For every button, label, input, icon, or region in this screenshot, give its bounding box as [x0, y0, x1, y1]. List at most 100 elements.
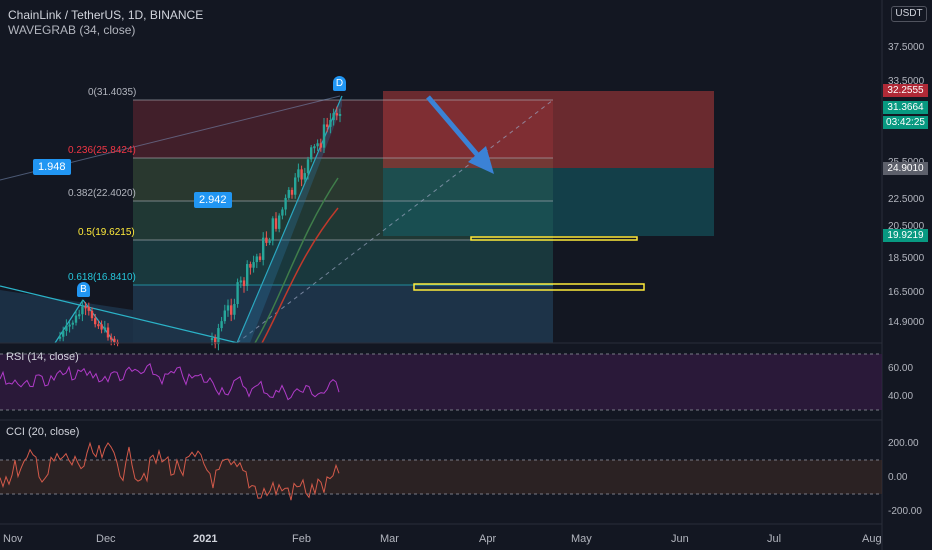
rsi-legend[interactable]: RSI (14, close): [6, 351, 79, 363]
candle: [326, 124, 329, 127]
candle: [106, 327, 110, 338]
candle: [223, 310, 226, 322]
wave-label-d[interactable]: D: [333, 76, 346, 91]
fib-label-05: 0.5(19.6215): [78, 227, 135, 238]
time-label: May: [571, 533, 592, 545]
candle: [262, 237, 265, 260]
highlight-box-1[interactable]: [470, 236, 638, 241]
candle: [84, 306, 87, 309]
ratio-label-mid[interactable]: 2.942: [194, 192, 232, 208]
candle: [271, 218, 274, 241]
candle: [249, 264, 252, 268]
price-badge-high: 32.2555: [883, 84, 928, 97]
time-label: Dec: [96, 533, 116, 545]
candle: [303, 173, 306, 180]
candle: [210, 338, 214, 341]
candle: [278, 215, 281, 229]
cci-legend[interactable]: CCI (20, close): [6, 426, 80, 438]
candle: [252, 262, 255, 268]
candle: [322, 124, 326, 148]
candle: [81, 306, 84, 315]
rsi-tick: 40.00: [888, 391, 914, 402]
fib-label-0236: 0.236(25.8424): [68, 145, 136, 156]
cci-tick: 0.00: [888, 472, 908, 483]
candle: [103, 327, 106, 330]
time-label: 2021: [193, 533, 218, 545]
candle: [310, 147, 313, 160]
price-badge-crosshair: 24.9010: [883, 162, 928, 175]
candle: [226, 305, 230, 311]
price-tick: 16.5000: [888, 287, 925, 298]
candle: [242, 280, 246, 287]
indicator-legend[interactable]: WAVEGRAB (34, close): [8, 23, 136, 37]
rsi-tick: 60.00: [888, 363, 914, 374]
candle: [233, 304, 236, 315]
candle: [239, 280, 242, 283]
fib-label-0382: 0.382(22.4020): [68, 188, 136, 199]
price-badge-target: 19.9219: [883, 229, 928, 242]
candle: [78, 314, 81, 317]
candle: [284, 197, 287, 210]
price-badge-last: 31.3664: [883, 101, 928, 114]
cci-tick: -200.00: [888, 506, 922, 517]
candle: [287, 189, 290, 198]
candle: [281, 209, 284, 216]
price-tick: 37.5000: [888, 42, 925, 53]
countdown-badge: 03:42:25: [883, 116, 928, 129]
candle: [110, 337, 113, 340]
candle: [246, 264, 249, 287]
candle: [71, 322, 74, 325]
fib-label-0618: 0.618(16.8410): [68, 272, 136, 283]
candle: [294, 177, 297, 195]
candle: [97, 324, 100, 327]
candle: [300, 169, 303, 180]
ratio-label-left[interactable]: 1.948: [33, 159, 71, 175]
candle: [113, 338, 116, 342]
candle: [62, 330, 65, 337]
candle: [220, 321, 223, 329]
currency-button[interactable]: USDT: [891, 6, 927, 22]
time-label: Jul: [767, 533, 782, 545]
highlight-box-2[interactable]: [413, 283, 645, 291]
cci-tick: 200.00: [888, 438, 919, 449]
candle: [274, 218, 278, 229]
candle: [230, 305, 233, 315]
symbol-title[interactable]: ChainLink / TetherUS, 1D, BINANCE: [8, 8, 204, 22]
time-label: Nov: [3, 533, 23, 545]
candle: [265, 237, 268, 243]
candle: [319, 143, 322, 148]
candle: [332, 113, 335, 121]
candle: [90, 310, 94, 319]
time-label: Mar: [380, 533, 399, 545]
price-tick: 22.5000: [888, 194, 925, 205]
price-tick: 14.9000: [888, 317, 925, 328]
price-tick: 33.5000: [888, 76, 925, 87]
candle: [217, 328, 220, 345]
wave-label-b[interactable]: B: [77, 282, 90, 297]
candle: [58, 336, 62, 339]
candle: [87, 306, 90, 311]
price-tick: 20.5000: [888, 221, 925, 232]
candle: [94, 318, 97, 325]
candle: [329, 120, 332, 127]
time-label: Apr: [479, 533, 497, 545]
candle: [338, 113, 342, 116]
candle: [335, 113, 338, 116]
candle: [316, 143, 319, 147]
candle: [306, 159, 310, 174]
candle: [313, 146, 316, 149]
candle: [74, 315, 78, 323]
candle: [214, 338, 217, 345]
candle: [290, 189, 294, 195]
time-label: Feb: [292, 533, 311, 545]
candle: [297, 169, 300, 178]
candle: [268, 240, 271, 243]
target-zone[interactable]: [383, 168, 714, 236]
price-tick: 18.5000: [888, 253, 925, 264]
candle: [236, 282, 239, 305]
fib-label-0: 0(31.4035): [88, 87, 137, 98]
candle: [100, 324, 103, 330]
candle: [258, 256, 262, 260]
candle: [65, 325, 68, 331]
